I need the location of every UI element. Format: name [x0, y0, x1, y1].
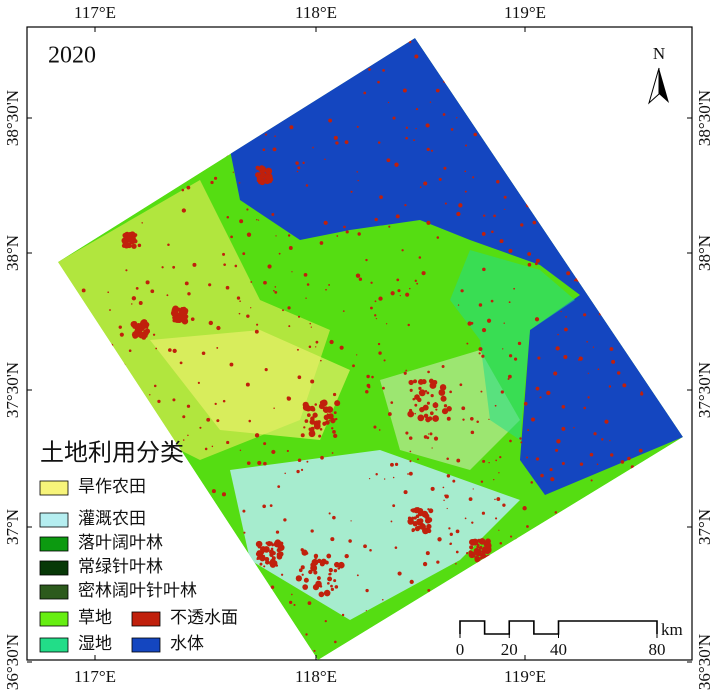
- scale-unit: km: [661, 620, 683, 639]
- latitude-label: 36°30'N: [695, 634, 714, 690]
- legend-label: 湿地: [78, 634, 112, 653]
- longitude-label: 119°E: [504, 667, 546, 686]
- legend-swatch: [39, 637, 69, 653]
- legend-swatch: [131, 611, 161, 627]
- legend-swatch: [39, 560, 69, 576]
- latitude-label: 36°30'N: [3, 634, 22, 690]
- scale-label: 40: [550, 640, 567, 659]
- latitude-label: 37°30'N: [3, 362, 22, 418]
- scale-line: [459, 620, 658, 635]
- north-arrow: N: [648, 44, 669, 105]
- legend-label: 草地: [78, 608, 112, 627]
- scale-label: 0: [456, 640, 465, 659]
- longitude-label: 117°E: [74, 667, 116, 686]
- longitude-label: 118°E: [295, 667, 337, 686]
- graticule-labels: 117°E 117°E 118°E 118°E 119°E 119°E 38°30'N 38°…: [3, 3, 714, 690]
- legend-label: 密林阔叶针叶林: [78, 581, 197, 600]
- latitude-label: 37°N: [695, 509, 714, 545]
- legend-label: 灌溉农田: [78, 509, 146, 528]
- latitude-label: 38°30'N: [695, 90, 714, 146]
- legend-label: 不透水面: [170, 608, 238, 627]
- legend-swatch: [39, 536, 69, 552]
- legend-label: 落叶阔叶林: [78, 533, 163, 552]
- map-year: 2020: [48, 43, 96, 69]
- latitude-label: 38°30'N: [3, 90, 22, 146]
- legend-label: 常绿针叶林: [78, 557, 163, 576]
- longitude-label: 119°E: [504, 3, 546, 22]
- legend-swatch: [39, 584, 69, 600]
- legend-swatch: [131, 637, 161, 653]
- longitude-label: 118°E: [295, 3, 337, 22]
- legend-title: 土地利用分类: [40, 440, 184, 467]
- land-cover-map: [58, 38, 683, 660]
- legend-swatch: [39, 611, 69, 627]
- latitude-label: 38°N: [695, 235, 714, 271]
- legend-label: 旱作农田: [78, 477, 146, 496]
- latitude-label: 37°N: [3, 509, 22, 545]
- legend-label: 水体: [170, 634, 204, 653]
- legend-swatch: [39, 480, 69, 496]
- scale-label: 80: [649, 640, 666, 659]
- latitude-label: 37°30'N: [695, 362, 714, 418]
- legend-swatch: [39, 512, 69, 528]
- scale-label: 20: [501, 640, 518, 659]
- north-label: N: [653, 44, 665, 63]
- latitude-label: 38°N: [3, 235, 22, 271]
- longitude-label: 117°E: [74, 3, 116, 22]
